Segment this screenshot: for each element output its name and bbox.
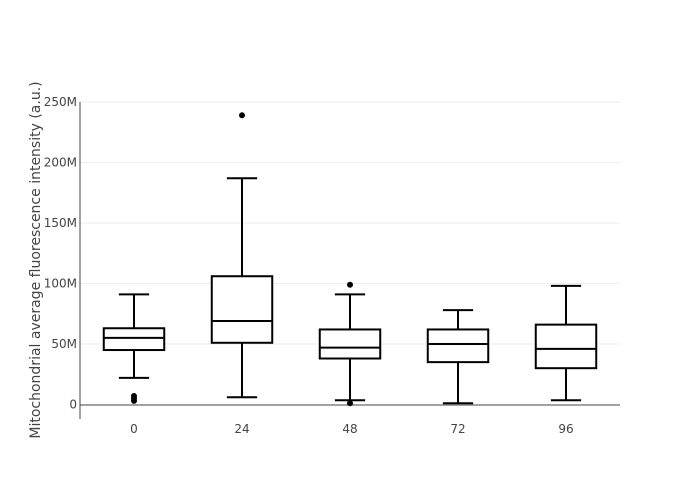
x-tick-label: 24 [234, 422, 249, 436]
x-tick-label: 96 [558, 422, 573, 436]
x-tick-labels: 0 24 48 72 96 [130, 422, 573, 436]
outlier-point [347, 400, 353, 407]
y-tick-label: 0 [69, 397, 77, 411]
outlier-point [131, 397, 137, 404]
y-tick-label: 150M [44, 216, 77, 230]
box-group-48 [318, 281, 382, 407]
outlier-point [347, 281, 353, 288]
outlier-point [239, 112, 245, 119]
y-tick-label: 250M [44, 95, 77, 109]
boxes [102, 112, 598, 407]
box-group-96 [534, 284, 598, 402]
iqr-box [426, 328, 490, 364]
x-tick-label: 48 [342, 422, 357, 436]
x-tick-label: 72 [450, 422, 465, 436]
x-tick-label: 0 [130, 422, 138, 436]
box-group-0 [102, 293, 166, 404]
y-tick-label: 200M [44, 155, 77, 169]
iqr-box [534, 323, 598, 370]
y-tick-labels: 0 50M 100M 150M 200M 250M [44, 95, 77, 411]
gridlines [80, 101, 620, 345]
iqr-box [318, 328, 382, 360]
y-tick-label: 100M [44, 276, 77, 290]
y-axis-title: Mitochondrial average fluorescence inten… [28, 81, 44, 438]
iqr-box [210, 275, 274, 344]
iqr-box [102, 327, 166, 352]
box-group-72 [426, 309, 490, 405]
y-tick-label: 50M [51, 337, 77, 351]
box-group-24 [210, 112, 274, 399]
